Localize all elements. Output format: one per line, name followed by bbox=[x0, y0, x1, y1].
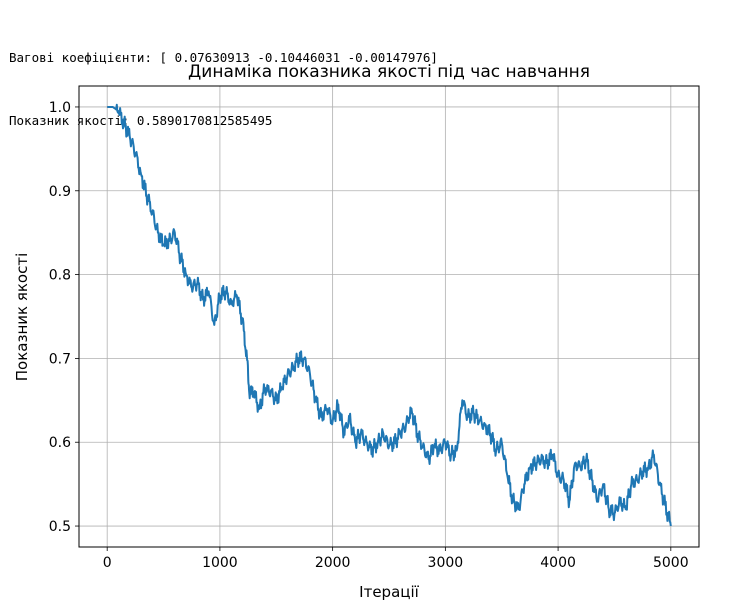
y-tick-label: 0.9 bbox=[49, 184, 71, 200]
quality-line-chart: Динаміка показника якості під час навчан… bbox=[13, 62, 700, 601]
weights-output-line: Вагові коефіцієнти: [ 0.07630913 -0.1044… bbox=[9, 50, 438, 65]
x-tick-label: 3000 bbox=[428, 555, 464, 571]
x-tick-label: 2000 bbox=[315, 555, 351, 571]
y-tick-label: 1.0 bbox=[49, 100, 71, 116]
quality-series-line bbox=[106, 103, 672, 527]
x-tick-label: 0 bbox=[103, 555, 112, 571]
x-tick-label: 4000 bbox=[540, 555, 576, 571]
console-output: Вагові коефіцієнти: [ 0.07630913 -0.1044… bbox=[9, 5, 438, 152]
series-layer bbox=[106, 103, 672, 527]
y-tick-label: 0.8 bbox=[49, 268, 71, 284]
y-tick-label: 0.6 bbox=[49, 435, 71, 451]
axis-ticks: 0 1000 2000 3000 4000 5000 0.5 0.6 0.7 0.8 0.9 1.0 bbox=[49, 100, 689, 571]
chart-title: Динаміка показника якості під час навчан… bbox=[188, 62, 590, 82]
x-tick-label: 1000 bbox=[202, 555, 238, 571]
y-axis-label: Показник якості bbox=[13, 253, 31, 381]
score-output-line: Показник якості: 0.5890170812585495 bbox=[9, 113, 273, 128]
y-tick-label: 0.5 bbox=[49, 519, 71, 535]
x-tick-label: 5000 bbox=[653, 555, 689, 571]
y-tick-label: 0.7 bbox=[49, 351, 71, 367]
grid bbox=[79, 86, 699, 547]
plot-frame bbox=[78, 85, 700, 548]
x-axis-label: Ітерації bbox=[359, 583, 419, 601]
